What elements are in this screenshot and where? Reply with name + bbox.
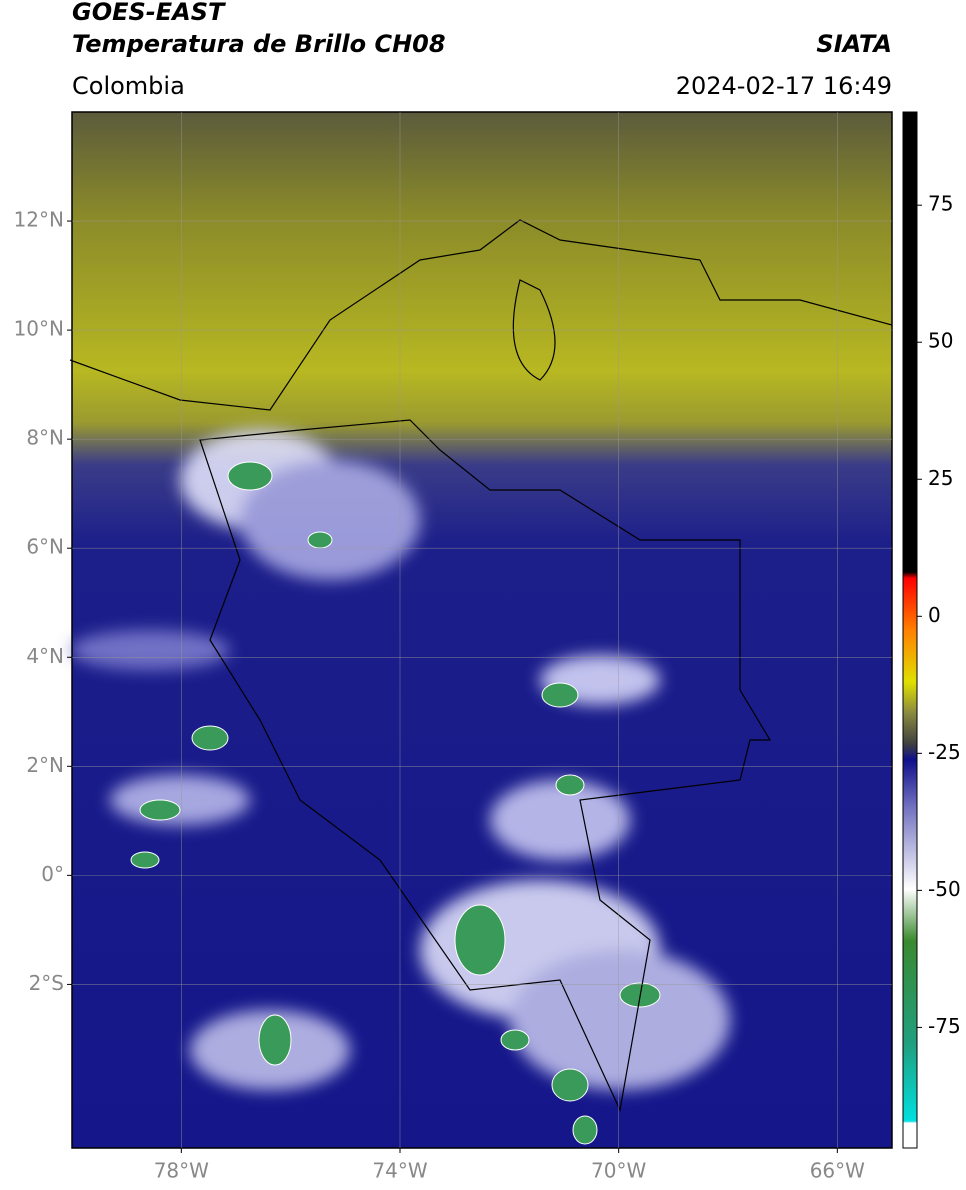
lon-tick-label: 74°W (372, 1159, 427, 1183)
colorbar-tick-label: 0 (928, 603, 941, 627)
lat-tick-label: 12°N (14, 208, 64, 232)
map-imagery (69, 112, 893, 1148)
colorbar-tick-label: 25 (928, 466, 953, 490)
lat-tick-label: 10°N (14, 317, 64, 341)
lat-tick-label: 6°N (26, 535, 64, 559)
lon-tick-label: 70°W (591, 1159, 646, 1183)
lon-tick-label: 78°W (154, 1159, 209, 1183)
lat-tick-label: 0° (41, 862, 64, 886)
lat-tick-label: 8°N (26, 426, 64, 450)
lat-tick-label: 2°S (29, 971, 64, 995)
colorbar-tick-label: 75 (928, 192, 953, 216)
source-label: SIATA (816, 30, 892, 58)
colorbar-tick-label: -75 (928, 1014, 961, 1038)
colorbar (902, 111, 918, 1149)
datetime-label: 2024-02-17 16:49 (676, 72, 892, 100)
satellite-title: GOES-EAST (72, 0, 226, 26)
colorbar-tick-label: 50 (928, 329, 953, 353)
colorbar-tick-label: -25 (928, 740, 961, 764)
map-frame (71, 111, 893, 1149)
product-title: Temperatura de Brillo CH08 (72, 30, 446, 58)
lat-tick-label: 4°N (26, 644, 64, 668)
region-label: Colombia (72, 72, 185, 100)
lat-tick-label: 2°N (26, 753, 64, 777)
colorbar-tick-label: -50 (928, 877, 961, 901)
lon-tick-label: 66°W (810, 1159, 865, 1183)
